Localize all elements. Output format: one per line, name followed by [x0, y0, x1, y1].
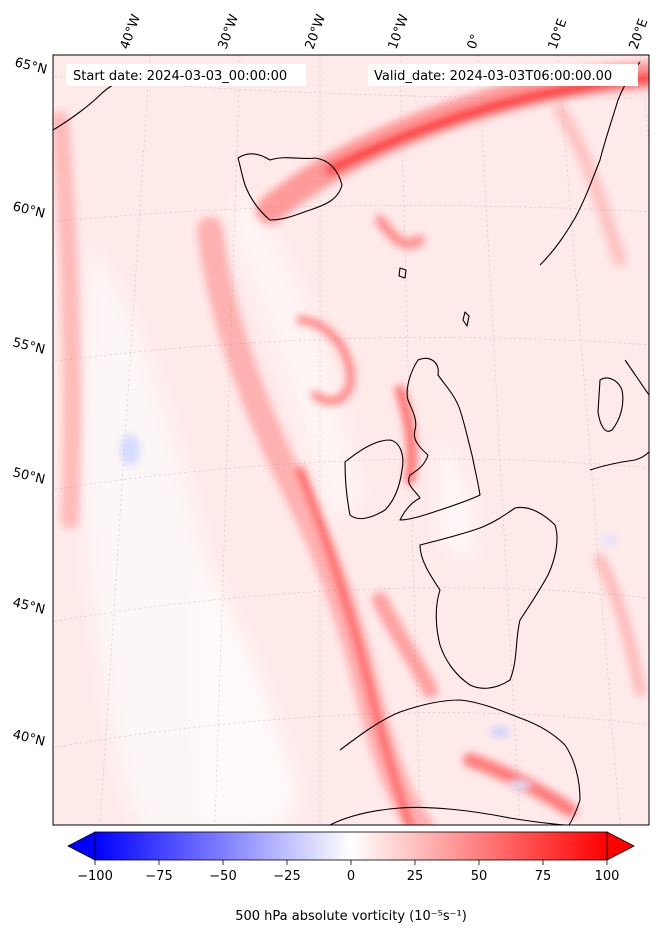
lat-label-50n: 50°N [11, 465, 46, 487]
start-date-label: Start date: 2024-03-03_00:00:00 [73, 69, 287, 84]
valid-date-box [368, 64, 638, 86]
baltic-coast [589, 451, 649, 471]
graticule [53, 55, 649, 825]
latitude-labels: 65°N 60°N 55°N 50°N 45°N 40°N [11, 55, 48, 749]
vorticity-negative-patches [120, 434, 618, 790]
colorbar-tick-label: 0 [347, 869, 355, 884]
colorbar: −100 −75 −50 −25 0 25 50 75 100 500 hPa absolute… [67, 831, 635, 924]
colorbar-tick-label: −75 [145, 869, 172, 884]
colorbar-low-extension [67, 831, 96, 861]
colorbar-tick-label: 100 [595, 869, 620, 884]
lat-label-45n: 45°N [11, 595, 46, 617]
lat-label-55n: 55°N [11, 335, 46, 357]
colorbar-tick-label: 50 [471, 869, 488, 884]
lon-label-0: 0° [465, 32, 484, 51]
valid-date-label: Valid_date: 2024-03-03T06:00:00.00 [374, 69, 612, 84]
iceland-coast [237, 153, 343, 221]
coastlines [53, 61, 649, 825]
colorbar-high-extension [606, 831, 635, 861]
lat-label-65n: 65°N [13, 55, 48, 77]
shetland-islands [462, 311, 470, 327]
denmark-coast [597, 377, 624, 432]
colorbar-tick-label: 75 [535, 869, 552, 884]
colorbar-gradient [94, 831, 608, 861]
lon-label-10e: 10°E [546, 17, 571, 52]
great-britain-coast [399, 357, 481, 521]
longitude-labels: 40°W 30°W 20°W 10°W 0° 10°E 20°E [118, 12, 652, 51]
iberia-coast [339, 699, 581, 825]
france-coast [419, 506, 558, 689]
start-date-box [66, 64, 306, 86]
faroe-islands [398, 267, 407, 279]
ireland-coast [344, 439, 404, 520]
sweden-coast [624, 359, 649, 396]
colorbar-ticks: −100 −75 −50 −25 0 25 50 75 100 [77, 860, 619, 884]
lon-label-20e: 20°E [627, 17, 652, 52]
lon-label-30w: 30°W [216, 12, 242, 51]
map-frame [52, 54, 650, 826]
colorbar-tick-label: −50 [209, 869, 236, 884]
colorbar-tick-label: −25 [273, 869, 300, 884]
colorbar-title: 500 hPa absolute vorticity (10⁻⁵s⁻¹) [235, 909, 467, 924]
colorbar-tick-label: 25 [407, 869, 424, 884]
lon-label-10w: 10°W [386, 12, 412, 51]
lon-label-40w: 40°W [118, 12, 144, 51]
lat-label-40n: 40°N [11, 727, 46, 749]
lon-label-20w: 20°W [303, 12, 329, 51]
north-africa-coast [329, 806, 573, 825]
norway-coast [539, 61, 641, 266]
map-panel [53, 55, 649, 825]
colorbar-tick-label: −100 [77, 869, 113, 884]
lat-label-60n: 60°N [11, 199, 46, 221]
